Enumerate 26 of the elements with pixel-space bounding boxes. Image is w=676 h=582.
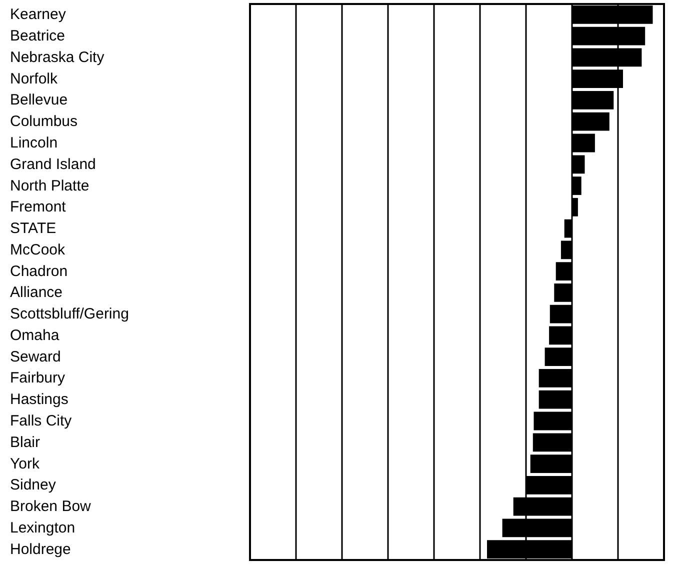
y-tick-label: Broken Bow <box>10 498 92 516</box>
y-tick-label: Blair <box>10 434 40 451</box>
y-tick-label: Lincoln <box>10 134 58 152</box>
y-tick-label: McCook <box>10 241 66 258</box>
y-tick-label: Fairbury <box>10 370 66 387</box>
y-tick-label: Fremont <box>10 198 67 216</box>
y-tick-label: Lexington <box>10 519 76 536</box>
y-tick-label: STATE <box>10 220 56 238</box>
y-tick-label: Alliance <box>10 284 63 302</box>
y-tick-label: North Platte <box>10 177 90 194</box>
y-tick-label: Norfolk <box>10 70 58 88</box>
y-tick-label: Columbus <box>10 113 78 130</box>
y-tick-label: Bellevue <box>10 92 68 109</box>
y-tick-label: Holdrege <box>10 540 71 558</box>
y-tick-label: Scottsbluff/Gering <box>10 306 129 323</box>
y-tick-label: Beatrice <box>10 28 66 45</box>
y-tick-label: York <box>10 455 40 472</box>
y-tick-label: Chadron <box>10 262 68 280</box>
y-tick-label: Kearney <box>10 6 66 24</box>
y-tick-label: Sidney <box>10 476 56 494</box>
y-tick-label: Nebraska City <box>10 48 105 66</box>
y-tick-label: Hastings <box>10 391 68 408</box>
y-tick-label: Omaha <box>10 326 60 344</box>
y-tick-label: Falls City <box>10 412 72 430</box>
y-tick-label: Grand Island <box>10 156 96 173</box>
y-tick-label: Seward <box>10 348 61 366</box>
